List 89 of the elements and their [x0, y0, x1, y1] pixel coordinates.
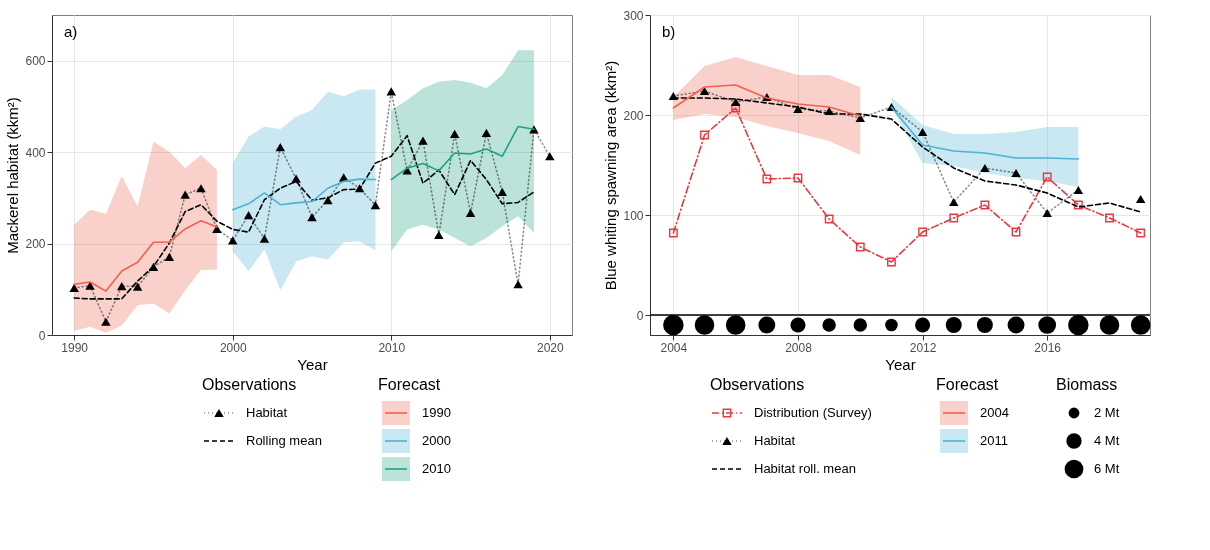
- annotation: b): [662, 23, 676, 40]
- point: [824, 214, 834, 224]
- point: [980, 200, 990, 210]
- point: [434, 230, 444, 239]
- point: [117, 281, 127, 291]
- y-tick-label: 0: [636, 308, 644, 323]
- point: [307, 212, 317, 222]
- point: [196, 184, 206, 193]
- point: [370, 201, 381, 210]
- point: [1105, 213, 1114, 223]
- y-axis-title: Mackerel habitat (kkm²): [4, 97, 22, 254]
- text: Forecast: [936, 376, 999, 393]
- legend-label: 2010: [422, 461, 451, 476]
- point: [1073, 185, 1084, 195]
- point: [180, 190, 190, 199]
- x-axis-title: Year: [297, 355, 328, 373]
- point: [668, 228, 678, 238]
- legend-label: 2011: [980, 433, 1008, 448]
- x-tick-label: 2008: [785, 340, 813, 355]
- point: [259, 234, 270, 243]
- point: [275, 143, 286, 152]
- legend-label: 1990: [422, 405, 451, 420]
- point: [85, 281, 95, 290]
- point: [465, 208, 476, 218]
- point: [164, 252, 175, 261]
- point: [69, 283, 79, 293]
- point: [1011, 227, 1021, 237]
- legend-label: Habitat: [246, 405, 288, 420]
- legend-label: Habitat: [754, 433, 796, 448]
- point: [700, 130, 709, 140]
- x-tick-label: 2016: [1034, 340, 1062, 355]
- point: [1042, 172, 1052, 182]
- point: [1073, 200, 1083, 210]
- point: [1011, 168, 1021, 178]
- y-axis-title: Blue whiting spawning area (kkm²): [602, 60, 620, 291]
- x-tick-label: 2000: [219, 340, 247, 355]
- point: [291, 174, 301, 183]
- point: [949, 197, 959, 207]
- point: [545, 152, 555, 161]
- x-axis-title: Year: [885, 355, 916, 373]
- line-series: [73, 134, 535, 300]
- y-tick-label: 300: [623, 8, 644, 23]
- point: [497, 187, 507, 197]
- legend-label: 2000: [422, 433, 451, 448]
- point: [699, 86, 710, 96]
- legend-label: 6 Mt: [1094, 461, 1120, 476]
- y-tick-label: 200: [623, 108, 644, 123]
- point: [855, 242, 865, 252]
- point: [1136, 228, 1146, 238]
- x-tick-label: 2020: [536, 340, 564, 355]
- x-tick-label: 2012: [909, 340, 937, 355]
- point: [101, 317, 111, 326]
- point: [949, 213, 959, 223]
- text: Observations: [710, 376, 805, 393]
- y-tick-label: 600: [25, 54, 46, 69]
- x-tick-label: 2004: [660, 340, 688, 355]
- point: [731, 103, 741, 113]
- y-tick-label: 400: [25, 145, 46, 160]
- text: Forecast: [378, 376, 441, 393]
- annotation: a): [64, 23, 78, 40]
- legend-label: Rolling mean: [246, 433, 322, 448]
- y-tick-label: 0: [38, 328, 46, 343]
- x-tick-label: 2010: [378, 340, 406, 355]
- x-tick-label: 1990: [61, 340, 89, 355]
- legend-label: 4 Mt: [1094, 433, 1120, 448]
- legend-label: Habitat roll. mean: [754, 461, 856, 476]
- text: Biomass: [1056, 376, 1118, 393]
- point: [212, 224, 222, 234]
- point: [132, 282, 143, 291]
- y-tick-label: 200: [25, 237, 46, 252]
- point: [917, 127, 928, 137]
- legend-label: 2004: [980, 405, 1009, 420]
- y-tick-label: 100: [623, 208, 644, 223]
- point: [449, 129, 460, 138]
- point: [1135, 194, 1146, 204]
- point: [418, 136, 428, 145]
- legend-label: 2 Mt: [1094, 405, 1120, 420]
- text: Observations: [202, 376, 297, 393]
- point: [1042, 208, 1052, 218]
- point: [481, 128, 492, 138]
- point: [762, 174, 772, 184]
- point: [980, 163, 990, 173]
- legend-label: Distribution (Survey): [754, 405, 872, 420]
- point: [887, 257, 896, 267]
- point: [793, 173, 803, 183]
- point: [730, 97, 741, 107]
- point: [243, 211, 254, 220]
- point: [918, 227, 927, 237]
- point: [513, 280, 523, 289]
